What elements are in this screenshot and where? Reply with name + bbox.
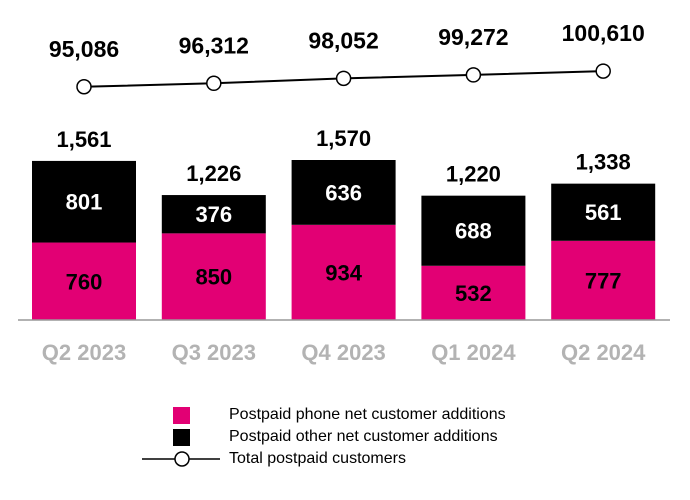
bar-value-label: 760 xyxy=(66,269,103,294)
x-tick-label: Q1 2024 xyxy=(431,340,516,365)
bar-value-label: 688 xyxy=(455,219,492,244)
bar-phone xyxy=(161,233,266,320)
total-label: 1,226 xyxy=(186,161,241,186)
line-value-label: 95,086 xyxy=(49,36,119,62)
x-tick-label: Q2 2023 xyxy=(42,340,126,365)
bar-phone xyxy=(551,240,656,320)
bar-phone xyxy=(32,242,136,320)
bar-value-label: 801 xyxy=(66,190,103,215)
bar-other xyxy=(551,183,656,241)
total-label: 1,338 xyxy=(576,150,631,175)
bar-value-label: 376 xyxy=(195,202,232,227)
bar-value-label: 561 xyxy=(585,200,622,225)
legend-swatch-other xyxy=(173,429,190,446)
x-tick-label: Q4 2023 xyxy=(301,340,385,365)
legend-line-marker-icon xyxy=(142,451,220,467)
bar-value-label: 636 xyxy=(325,180,362,205)
bar-value-label: 934 xyxy=(325,260,362,285)
line-value-label: 96,312 xyxy=(179,32,249,58)
line-marker xyxy=(206,75,222,92)
line-marker xyxy=(335,70,352,87)
bar-other xyxy=(291,160,396,225)
bar-phone xyxy=(291,224,396,320)
stacked-bar-line-chart: 760 801 1,561 Q2 2023 850 376 1,226 Q3 2023 934 6… xyxy=(18,20,670,365)
bar-value-label: 850 xyxy=(195,265,232,290)
line-value-label: 100,610 xyxy=(562,20,645,46)
bar-other xyxy=(421,195,526,266)
total-label: 1,561 xyxy=(56,127,111,152)
line-value-label: 99,272 xyxy=(438,24,508,50)
line-marker xyxy=(595,63,611,79)
legend-label-total: Total postpaid customers xyxy=(229,450,406,467)
legend-label-phone: Postpaid phone net customer additions xyxy=(229,406,506,423)
bar-other xyxy=(161,195,266,234)
total-label: 1,570 xyxy=(316,126,371,151)
total-label: 1,220 xyxy=(446,162,501,187)
bar-value-label: 532 xyxy=(455,281,492,306)
line-marker xyxy=(465,67,482,83)
x-tick-label: Q3 2023 xyxy=(172,340,256,365)
x-tick-label: Q2 2024 xyxy=(561,340,646,365)
legend-swatch-phone xyxy=(173,407,190,424)
legend-label-other: Postpaid other net customer additions xyxy=(229,428,498,445)
line-value-label: 98,052 xyxy=(308,27,378,53)
line-marker xyxy=(76,79,92,95)
bar-other xyxy=(32,160,136,243)
bar-value-label: 777 xyxy=(585,268,622,293)
bar-phone xyxy=(421,265,526,320)
